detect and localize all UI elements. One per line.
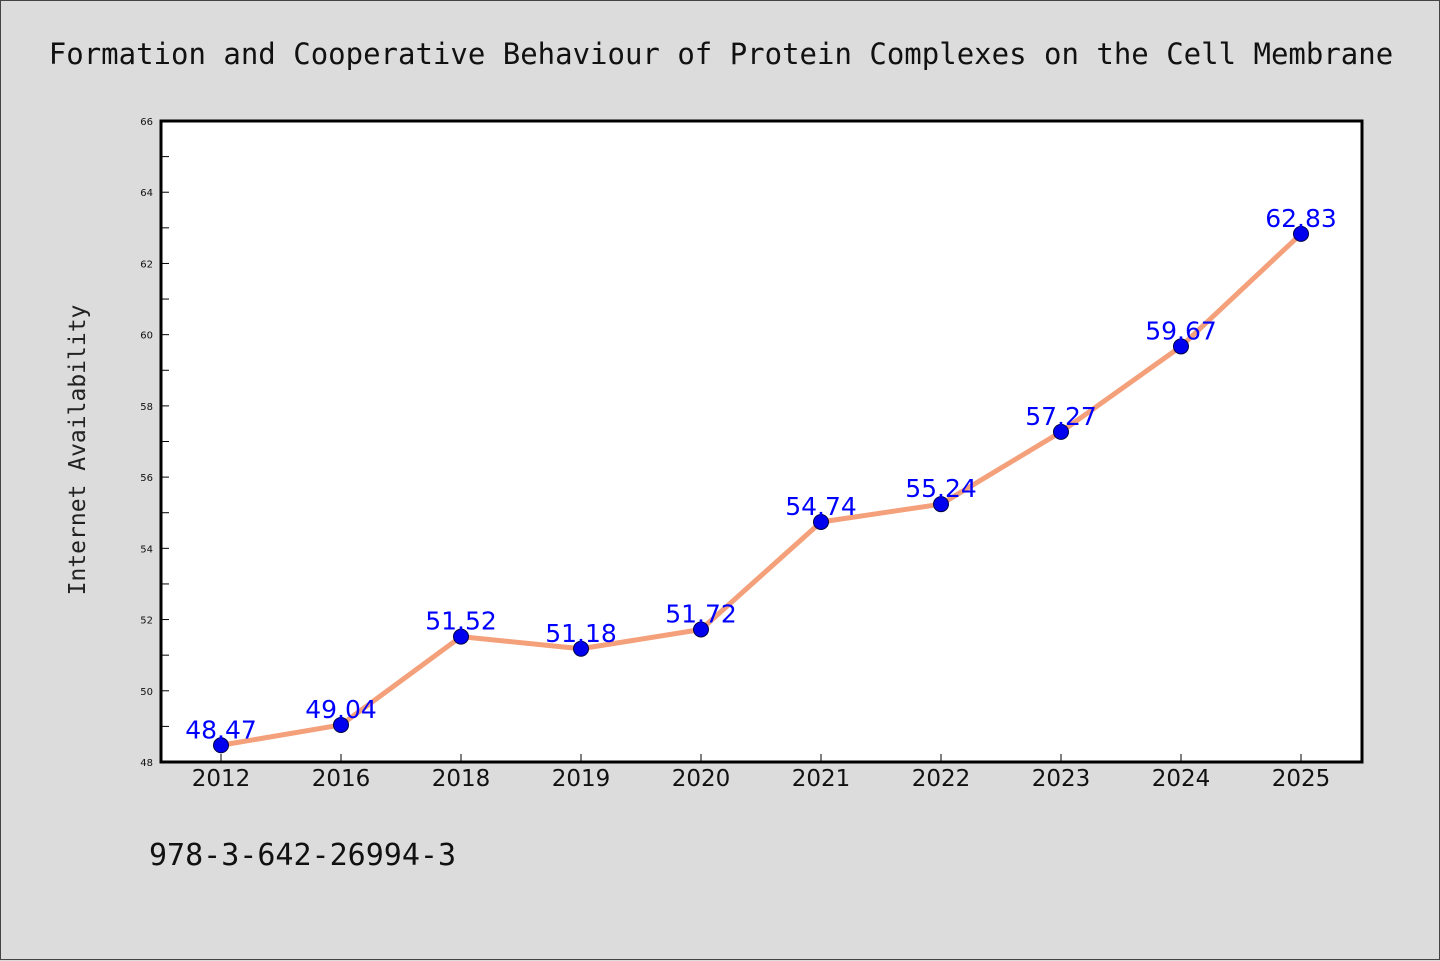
x-axis-ticks: 2012 2016 2018 2019 2020 2021 2022 2023 2024 2025 [192,754,1331,792]
x-tick-label: 2024 [1152,766,1211,792]
data-point [813,513,829,530]
data-point [1293,225,1309,242]
x-tick-label: 2021 [792,766,851,792]
data-label: 62.83 [1265,204,1337,233]
y-tick-label: 50 [140,687,153,698]
y-tick-label: 48 [140,758,153,769]
y-tick-label: 66 [140,117,153,128]
data-labels: 48.47 49.04 51.52 51.18 51.72 54.74 55.24 57.27… [185,204,1337,744]
x-tick-label: 2019 [552,766,611,792]
data-point [933,496,949,513]
y-axis-label: Internet Availability [65,305,91,596]
plot-frame [159,119,1364,764]
data-point [573,640,589,657]
y-tick-label: 60 [140,331,153,342]
data-point [213,737,229,754]
data-label: 57.27 [1025,402,1097,431]
data-point [1173,338,1189,355]
data-point [1053,423,1069,440]
data-label: 54.74 [785,492,857,521]
data-point [333,716,349,733]
y-tick-label: 52 [140,616,153,627]
x-tick-label: 2020 [672,766,731,792]
data-point [693,621,709,638]
data-label: 51.18 [545,619,617,648]
data-point [453,628,469,645]
data-label: 51.52 [425,607,497,636]
y-tick-label: 56 [140,473,153,484]
series-markers [213,225,1309,754]
x-tick-label: 2025 [1272,766,1331,792]
isbn-text: 978-3-642-26994-3 [149,838,456,873]
data-label: 55.24 [905,474,977,503]
chart-title: Formation and Cooperative Behaviour of P… [49,37,1393,71]
x-tick-label: 2016 [312,766,371,792]
y-tick-label: 58 [140,402,153,413]
y-tick-label: 64 [140,188,153,199]
data-label: 48.47 [185,715,257,744]
data-label: 49.04 [305,695,377,724]
x-tick-label: 2022 [912,766,971,792]
plot-area [161,121,1362,762]
y-tick-label: 54 [140,544,153,555]
y-axis-ticks: 48 50 52 54 56 58 60 62 64 66 [140,117,169,769]
data-label: 51.72 [665,600,737,629]
x-tick-label: 2023 [1032,766,1091,792]
data-label: 59.67 [1145,316,1217,345]
x-tick-label: 2018 [432,766,491,792]
y-tick-label: 62 [140,259,153,270]
series-line [220,232,1303,748]
x-tick-label: 2012 [192,766,251,792]
